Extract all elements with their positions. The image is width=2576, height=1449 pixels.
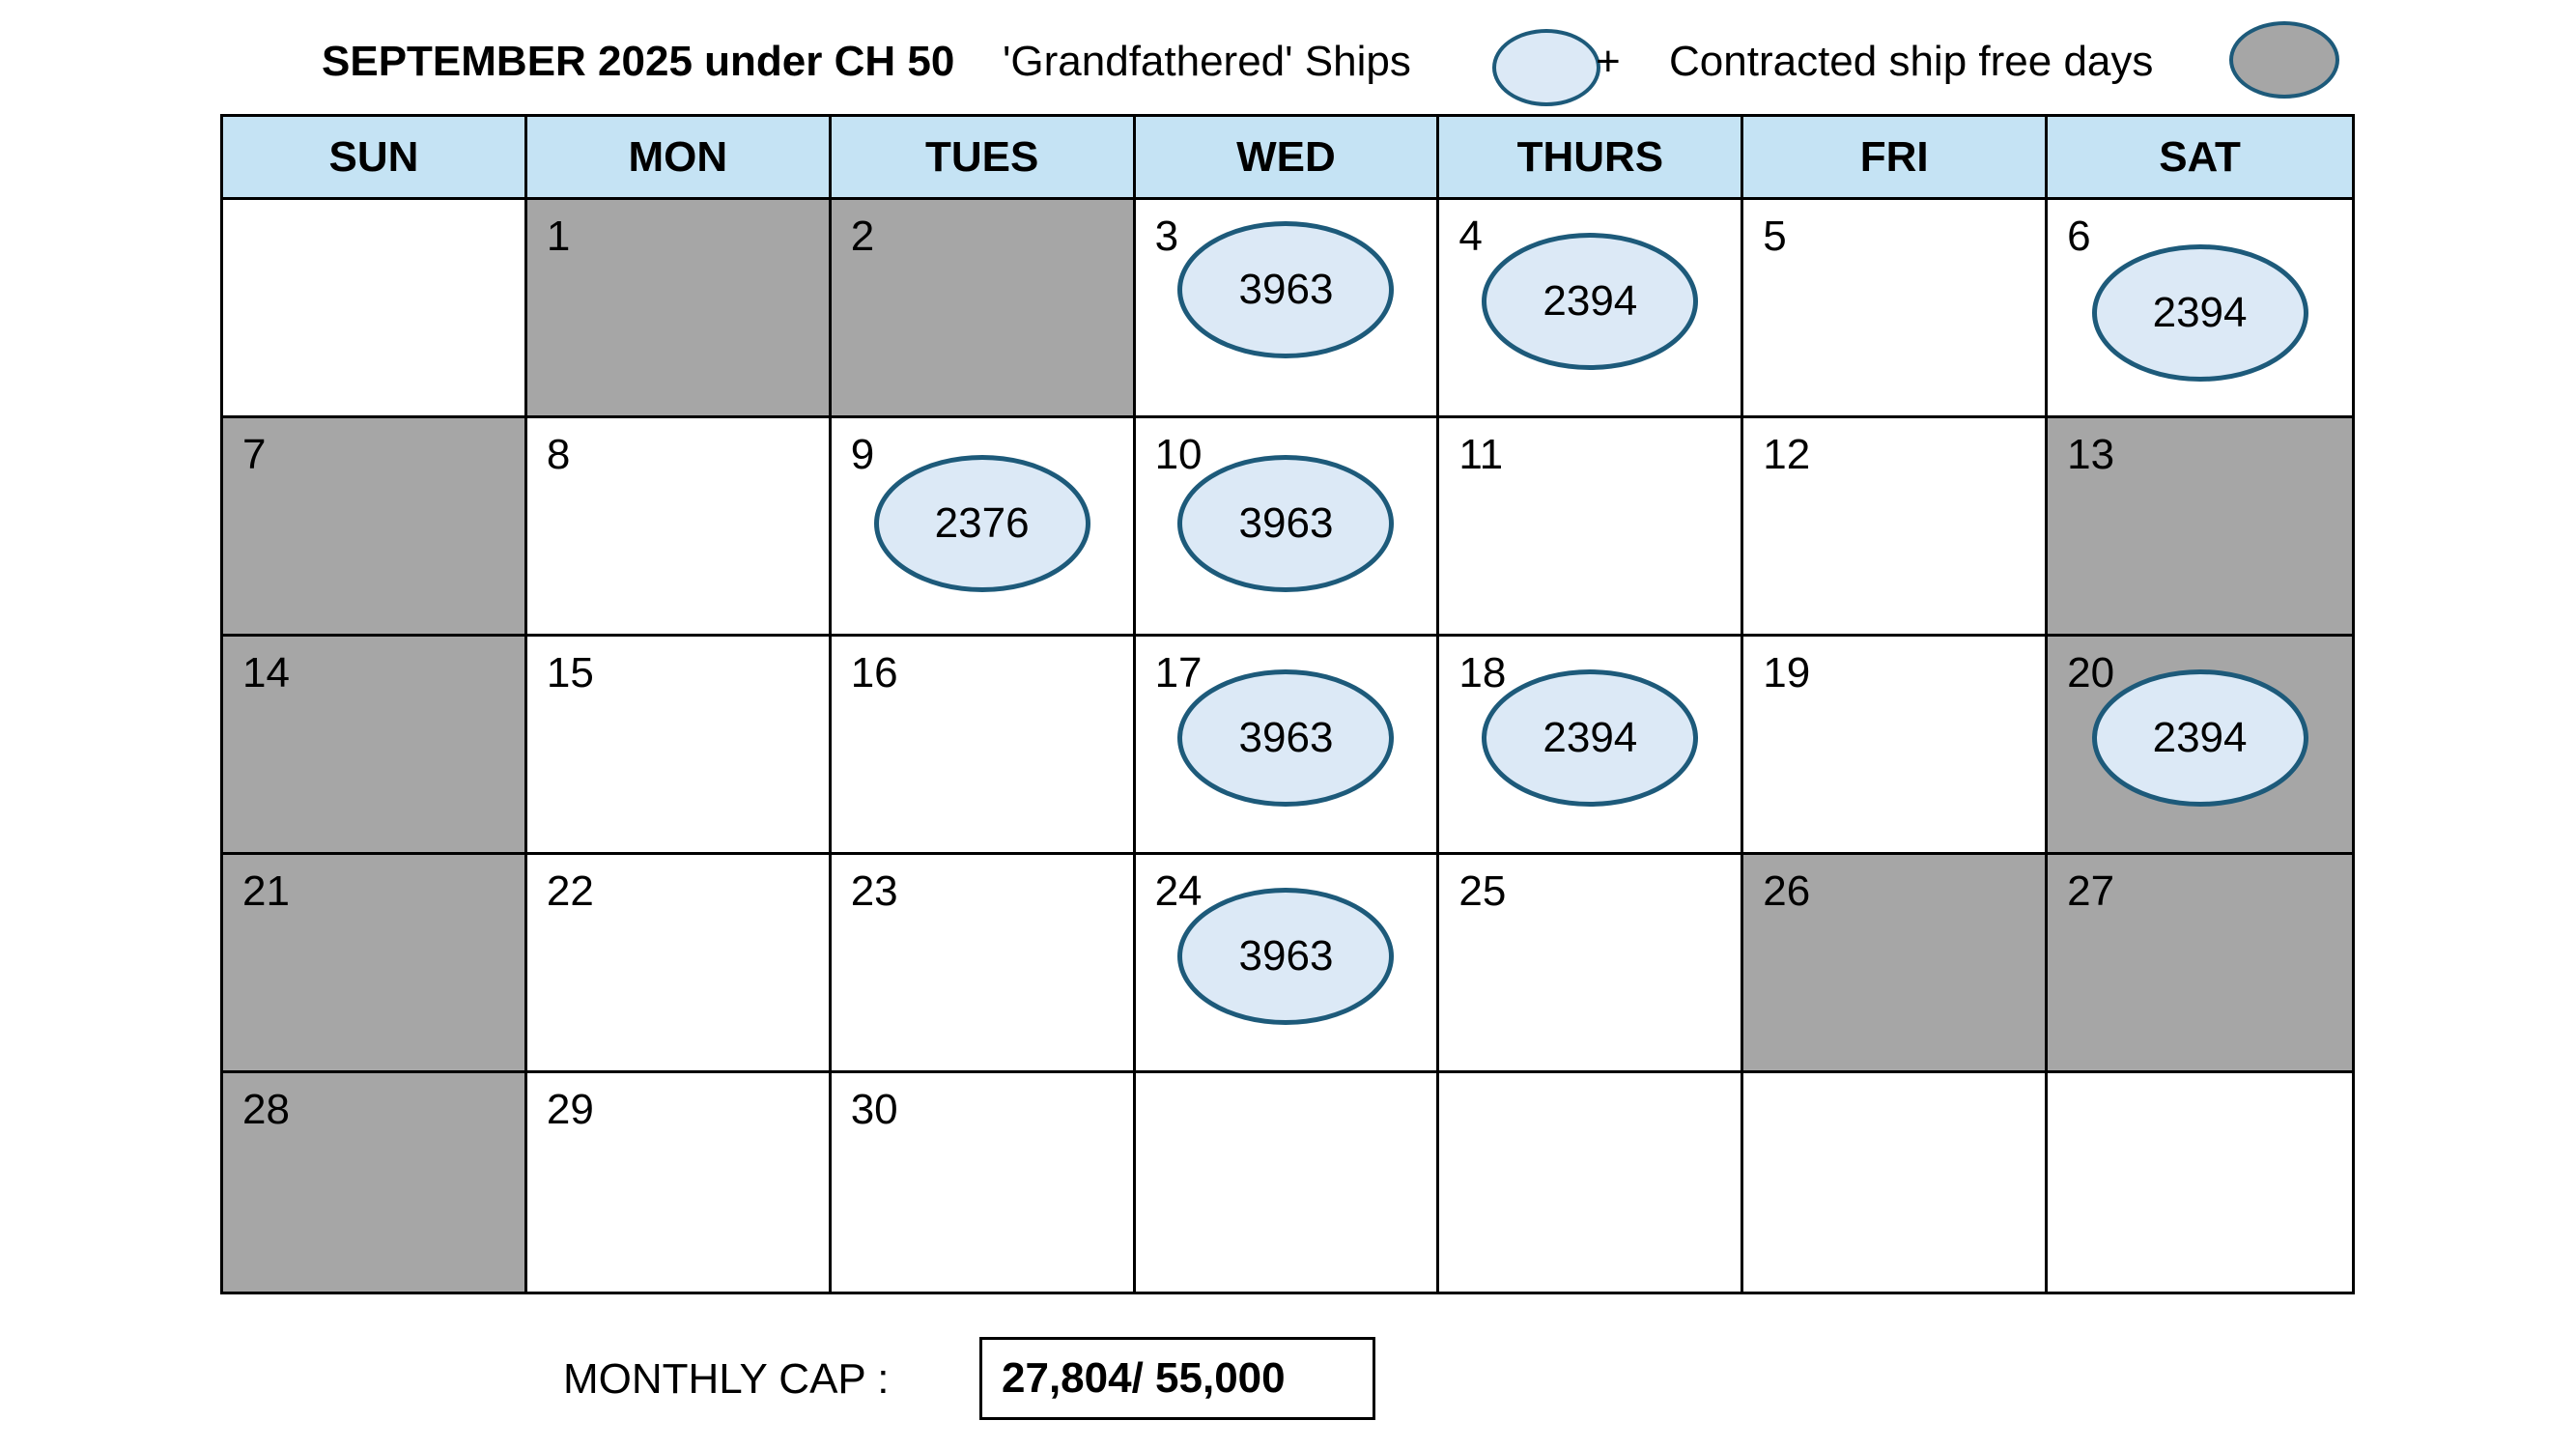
legend-contracted-label: Contracted ship free days (1669, 38, 2154, 85)
day-cell-16: 16 (831, 637, 1136, 855)
day-number: 6 (2067, 213, 2091, 260)
day-cell-4: 4 2394 (1439, 200, 1744, 418)
ship-oval: 2394 (2091, 244, 2308, 382)
weekday-header-sat: SAT (2048, 117, 2352, 200)
day-cell-11: 11 (1439, 418, 1744, 637)
weekday-header-thurs: THURS (1439, 117, 1744, 200)
day-number: 10 (1154, 431, 1203, 478)
ship-oval: 3963 (1177, 888, 1395, 1025)
day-number: 15 (546, 649, 594, 696)
day-number: 16 (850, 649, 898, 696)
day-cell-27: 27 (2048, 855, 2352, 1073)
day-cell-5: 5 (1743, 200, 2049, 418)
day-cell-1: 1 (526, 200, 832, 418)
calendar-grid: SUN MON TUES WED THURS FRI SAT 1 2 3 3963 4 2394 5 6 23… (220, 114, 2355, 1294)
legend-plus-sign: + (1596, 38, 1621, 85)
day-number: 9 (850, 431, 875, 478)
ship-oval: 3963 (1177, 221, 1395, 358)
weekday-header-mon: MON (526, 117, 832, 200)
empty-day-cell (1135, 1073, 1440, 1292)
legend-ship-oval-swatch (1492, 29, 1600, 106)
day-number: 8 (546, 431, 571, 478)
day-number: 5 (1763, 213, 1787, 260)
day-number: 22 (546, 867, 594, 915)
ship-oval: 2394 (1482, 669, 1699, 807)
ship-oval: 2394 (1482, 233, 1699, 370)
day-cell-13: 13 (2048, 418, 2352, 637)
day-number: 4 (1458, 213, 1483, 260)
day-number: 12 (1763, 431, 1811, 478)
day-cell-2: 2 (831, 200, 1136, 418)
day-number: 21 (242, 867, 290, 915)
empty-day-cell (1439, 1073, 1744, 1292)
day-number: 17 (1154, 649, 1203, 696)
day-cell-24: 24 3963 (1135, 855, 1440, 1073)
day-cell-23: 23 (831, 855, 1136, 1073)
day-number: 18 (1458, 649, 1507, 696)
day-number: 26 (1763, 867, 1811, 915)
day-number: 14 (242, 649, 290, 696)
ship-oval: 2394 (2091, 669, 2308, 807)
day-cell-29: 29 (526, 1073, 832, 1292)
day-number: 1 (546, 213, 571, 260)
day-cell-25: 25 (1439, 855, 1744, 1073)
empty-day-cell (1743, 1073, 2049, 1292)
weekday-header-tues: TUES (831, 117, 1136, 200)
legend-grandfathered-label: 'Grandfathered' Ships (1003, 38, 1411, 85)
day-cell-17: 17 3963 (1135, 637, 1440, 855)
ship-oval: 2376 (873, 455, 1090, 592)
day-number: 3 (1154, 213, 1179, 260)
legend-free-day-swatch (2229, 21, 2339, 99)
day-cell-12: 12 (1743, 418, 2049, 637)
day-number: 25 (1458, 867, 1507, 915)
day-cell-28: 28 (223, 1073, 527, 1292)
weekday-header-sun: SUN (223, 117, 527, 200)
day-cell-8: 8 (526, 418, 832, 637)
day-cell-6: 6 2394 (2048, 200, 2352, 418)
day-cell-26: 26 (1743, 855, 2049, 1073)
day-cell-18: 18 2394 (1439, 637, 1744, 855)
ship-oval: 3963 (1177, 455, 1395, 592)
day-number: 11 (1458, 431, 1504, 478)
day-number: 29 (546, 1086, 594, 1133)
weekday-header-wed: WED (1135, 117, 1440, 200)
day-number: 13 (2067, 431, 2115, 478)
day-number: 2 (850, 213, 875, 260)
empty-day-cell (223, 200, 527, 418)
day-cell-30: 30 (831, 1073, 1136, 1292)
day-number: 23 (850, 867, 898, 915)
day-number: 24 (1154, 867, 1203, 915)
day-cell-14: 14 (223, 637, 527, 855)
day-cell-3: 3 3963 (1135, 200, 1440, 418)
day-number: 30 (850, 1086, 898, 1133)
day-number: 20 (2067, 649, 2115, 696)
empty-day-cell (2048, 1073, 2352, 1292)
day-number: 27 (2067, 867, 2115, 915)
day-number: 28 (242, 1086, 290, 1133)
weekday-header-fri: FRI (1743, 117, 2049, 200)
day-cell-19: 19 (1743, 637, 2049, 855)
page-title: SEPTEMBER 2025 under CH 50 (322, 38, 955, 85)
day-number: 19 (1763, 649, 1811, 696)
day-cell-20: 20 2394 (2048, 637, 2352, 855)
day-cell-22: 22 (526, 855, 832, 1073)
monthly-cap-value: 27,804/ 55,000 (979, 1337, 1375, 1420)
day-cell-9: 9 2376 (831, 418, 1136, 637)
day-cell-7: 7 (223, 418, 527, 637)
day-number: 7 (242, 431, 267, 478)
monthly-cap-label: MONTHLY CAP : (563, 1355, 890, 1403)
day-cell-21: 21 (223, 855, 527, 1073)
ship-oval: 3963 (1177, 669, 1395, 807)
day-cell-15: 15 (526, 637, 832, 855)
day-cell-10: 10 3963 (1135, 418, 1440, 637)
